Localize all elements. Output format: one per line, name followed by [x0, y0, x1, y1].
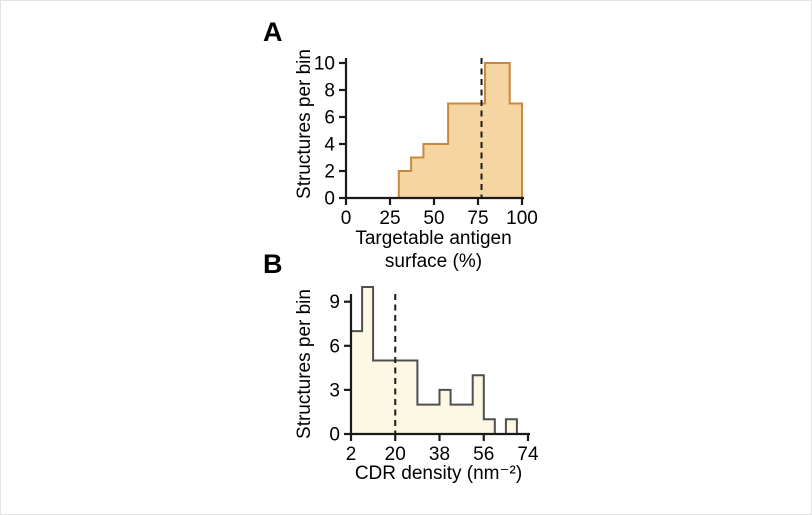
panel-b-histogram: 2 20 38 56 74 0 3 6 9 [329, 286, 539, 465]
svg-text:4: 4 [324, 135, 335, 156]
panel-a-histogram: 0 25 50 75 100 0 2 4 6 8 10 [314, 54, 538, 230]
svg-text:20: 20 [385, 444, 406, 465]
panel-a-x-axis-label-line1: Targetable antigen [355, 228, 512, 249]
panel-b-label: B [263, 249, 283, 279]
svg-text:75: 75 [467, 208, 488, 229]
panel-b-x-axis-label: CDR density (nm⁻²) [326, 462, 551, 485]
svg-text:2: 2 [324, 162, 335, 183]
svg-text:100: 100 [506, 208, 538, 229]
svg-text:25: 25 [379, 208, 400, 229]
svg-text:3: 3 [329, 380, 340, 401]
svg-text:56: 56 [473, 444, 494, 465]
svg-text:2: 2 [346, 444, 357, 465]
svg-text:0: 0 [329, 425, 340, 446]
svg-text:9: 9 [329, 292, 340, 313]
panel-a-x-axis-label-line2: surface (%) [384, 251, 483, 272]
svg-text:38: 38 [429, 444, 450, 465]
svg-text:74: 74 [517, 444, 539, 465]
svg-text:6: 6 [324, 108, 335, 129]
panel-a-label: A [263, 17, 283, 47]
panel-b-x-axis-label-line1: CDR density (nm⁻²) [354, 463, 523, 484]
panel-a-x-axis-label: Targetable antigen surface (%) [331, 227, 536, 273]
svg-text:50: 50 [423, 208, 444, 229]
svg-text:0: 0 [341, 208, 352, 229]
svg-text:0: 0 [324, 189, 335, 210]
svg-text:8: 8 [324, 81, 335, 102]
svg-text:6: 6 [329, 336, 340, 357]
svg-text:10: 10 [314, 54, 335, 75]
